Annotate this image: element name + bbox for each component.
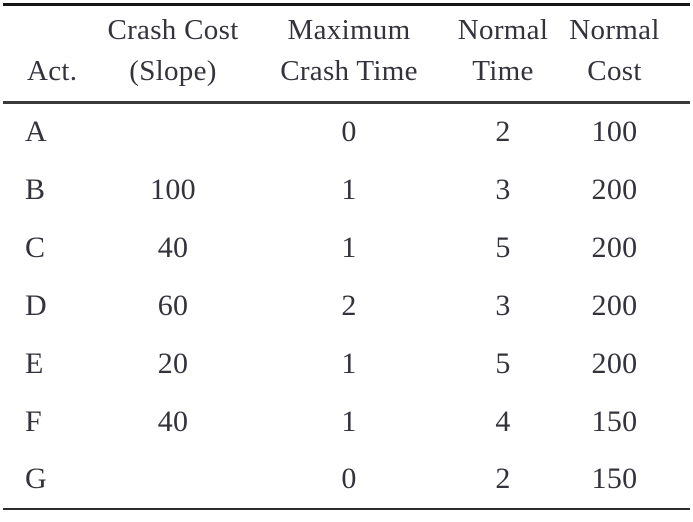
col-header-act-line2: Act.: [27, 55, 78, 87]
cell-normal-time: 5: [495, 346, 511, 380]
cell-normal-time: 3: [495, 288, 511, 322]
cell-normal-cost: 100: [591, 115, 638, 149]
table-row: B 100 1 3 200: [3, 161, 690, 219]
cell-maximum-crash-time: 1: [341, 172, 357, 206]
cell-normal-time: 2: [495, 115, 511, 149]
table-row: D 60 2 3 200: [3, 277, 690, 335]
col-header-max-crash-line1: Maximum: [287, 14, 411, 46]
cell-act: E: [25, 346, 44, 380]
table-body: A 0 2 100 B 100 1 3 200 C 40 1 5 200: [3, 103, 690, 509]
cell-act: A: [25, 115, 47, 149]
cell-act: D: [25, 288, 47, 322]
cell-act: B: [25, 172, 46, 206]
table-row: C 40 1 5 200: [3, 219, 690, 277]
table-row: G 0 2 150: [3, 451, 690, 509]
col-header-max-crash-line2: Crash Time: [280, 55, 418, 87]
col-header-maximum-crash-time: Maximum Crash Time: [243, 4, 455, 104]
col-header-normal-cost: Normal Cost: [551, 4, 690, 104]
cell-act: F: [25, 404, 42, 438]
col-header-normal-cost-line1: Normal: [569, 14, 660, 46]
table-row: A 0 2 100: [3, 103, 690, 161]
cell-normal-time: 4: [495, 404, 511, 438]
cell-act: G: [25, 462, 47, 495]
cell-maximum-crash-time: 1: [341, 346, 357, 380]
cell-crash-cost-slope: 20: [157, 346, 189, 380]
table-header: Act. Crash Cost (Slope) Maximum Crash Ti…: [3, 4, 690, 104]
cell-normal-cost: 150: [591, 404, 638, 438]
col-header-crash-cost-line1: Crash Cost: [107, 14, 239, 46]
cell-crash-cost-slope: [103, 451, 243, 509]
cell-crash-cost-slope: [103, 103, 243, 161]
col-header-normal-time: Normal Time: [455, 4, 551, 104]
cell-normal-time: 2: [495, 462, 511, 495]
table-row: E 20 1 5 200: [3, 335, 690, 393]
cell-maximum-crash-time: 0: [341, 462, 357, 495]
cell-normal-cost: 200: [591, 230, 638, 264]
cell-maximum-crash-time: 1: [341, 230, 357, 264]
crash-cost-table: Act. Crash Cost (Slope) Maximum Crash Ti…: [3, 3, 690, 510]
col-header-normal-time-line1: Normal: [457, 14, 549, 46]
cell-crash-cost-slope: 100: [150, 172, 196, 206]
col-header-crash-cost-slope: Crash Cost (Slope): [103, 4, 243, 104]
cell-act: C: [25, 230, 46, 264]
cell-normal-time: 5: [495, 230, 511, 264]
cell-normal-time: 3: [495, 172, 511, 206]
cell-normal-cost: 200: [591, 346, 638, 380]
cell-crash-cost-slope: 40: [157, 404, 189, 438]
cell-crash-cost-slope: 60: [157, 288, 189, 322]
table-row: F 40 1 4 150: [3, 393, 690, 451]
cell-crash-cost-slope: 40: [157, 230, 189, 264]
col-header-normal-time-line2: Time: [472, 55, 534, 87]
cell-maximum-crash-time: 2: [341, 288, 357, 322]
cell-normal-cost: 200: [591, 288, 638, 322]
cell-maximum-crash-time: 1: [341, 404, 357, 438]
col-header-crash-cost-line2: (Slope): [129, 55, 217, 87]
cell-maximum-crash-time: 0: [341, 115, 357, 149]
col-header-act: Act.: [3, 4, 103, 104]
col-header-normal-cost-line2: Cost: [587, 55, 642, 87]
cell-normal-cost: 200: [591, 172, 638, 206]
cell-normal-cost: 150: [591, 462, 638, 495]
header-row: Act. Crash Cost (Slope) Maximum Crash Ti…: [3, 4, 690, 104]
